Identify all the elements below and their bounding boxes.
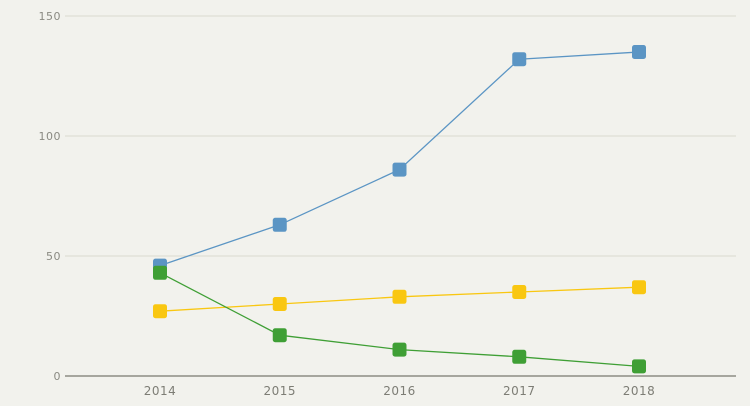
data-point	[512, 285, 527, 299]
data-point	[632, 359, 646, 374]
data-point	[272, 297, 287, 311]
series-group	[153, 45, 646, 374]
y-axis: 0 50 100 150	[39, 10, 62, 383]
x-tick-label: 2017	[503, 384, 536, 398]
x-tick-label: 2014	[144, 384, 177, 398]
y-tick-label: 0	[54, 370, 62, 383]
x-tick-label: 2015	[263, 384, 296, 398]
x-tick-label: 2016	[383, 384, 416, 398]
y-tick-label: 50	[46, 250, 61, 263]
series-0	[153, 45, 646, 273]
y-tick-label: 150	[39, 10, 62, 23]
series-2	[153, 265, 646, 374]
data-point	[153, 304, 167, 319]
data-point	[272, 328, 287, 343]
data-point	[392, 162, 407, 177]
series-line	[159, 51, 640, 267]
data-point	[392, 289, 407, 304]
data-point	[272, 217, 287, 232]
data-point	[632, 45, 646, 59]
y-tick-label: 100	[39, 130, 62, 143]
data-point	[512, 349, 527, 364]
series-1	[153, 280, 646, 319]
data-point	[632, 280, 646, 295]
x-tick-label: 2018	[623, 384, 656, 398]
data-point	[512, 52, 527, 67]
x-axis: 2014 2015 2016 2017 2018	[144, 384, 656, 398]
data-point	[392, 342, 407, 357]
data-point	[153, 265, 167, 280]
grid-lines	[65, 15, 736, 257]
